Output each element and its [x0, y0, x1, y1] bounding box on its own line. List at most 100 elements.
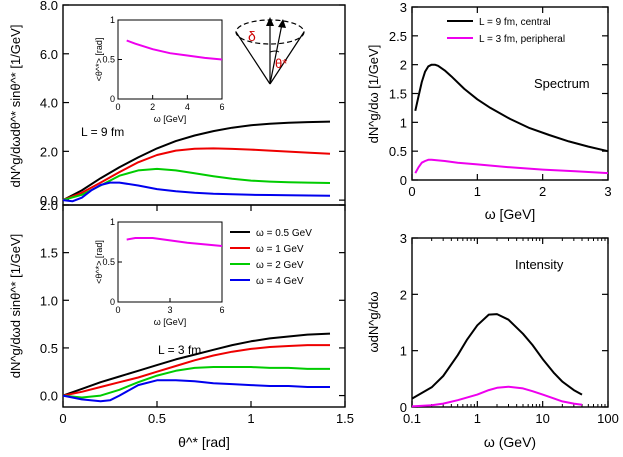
panel-br-annotation: Intensity	[515, 257, 564, 272]
panel-bl-ylabel: dN^g/dωd sinθ^* [1/GeV]	[8, 234, 23, 378]
series-line	[414, 63, 609, 153]
legend-label: ω = 1 GeV	[256, 244, 304, 255]
x-tick-label: 1	[474, 411, 481, 426]
panel-br-series	[411, 313, 583, 408]
inset-ylabel: <θ^*> [rad]	[94, 240, 104, 284]
series-line	[62, 332, 331, 397]
inset-y-tick-label: 0	[110, 94, 115, 104]
panel-br-axis: 0 1 2 3 0.1 1 10 100	[400, 231, 619, 426]
cone-edge-right	[269, 31, 305, 85]
x-tick-label: 1	[247, 411, 254, 426]
panel-tr-axis: 0 0.5 1 1.5 2 2.5 3 0 1 2 3	[389, 0, 612, 199]
panel-tl-series	[62, 120, 331, 203]
legend-label: ω = 0.5 GeV	[256, 228, 312, 239]
legend-label: ω = 4 GeV	[256, 276, 304, 287]
inset-x-tick-label: 6	[219, 305, 224, 315]
panel-tl-inset: 0 2 4 6 0 0.5 1 ω [GeV] <θ^*> [rad]	[94, 15, 225, 124]
cone-diagram: δ θ*	[235, 17, 305, 85]
series-line	[62, 120, 331, 201]
y-tick-label: 1.0	[40, 293, 58, 308]
y-tick-label: 1	[400, 344, 407, 359]
y-tick-label: 0.0	[40, 389, 58, 404]
inset-x-tick-label: 0	[115, 305, 120, 315]
inset-frame	[117, 221, 223, 303]
panel-br: 0 1 2 3 0.1 1 10 100 ωdN^g/dω ω (GeV) Intensity	[366, 231, 619, 450]
panel-bl-annotation: L = 3 fm	[158, 343, 201, 357]
y-tick-label: 0.0	[40, 193, 58, 208]
series-line	[62, 147, 331, 202]
x-tick-label: 0	[59, 411, 66, 426]
cone-edge-left	[235, 31, 271, 85]
panel-tr-ylabel: dN^g/dω [1/GeV]	[366, 45, 381, 144]
x-tick-label: 0.1	[403, 411, 421, 426]
panel-tr-xlabel: ω [GeV]	[485, 206, 536, 222]
legend-label: L = 9 fm, central	[479, 17, 551, 28]
y-tick-label: 4.0	[40, 96, 58, 111]
panel-tr-frame	[411, 6, 609, 181]
series-line	[62, 181, 331, 203]
panel-tl-annotation: L = 9 fm	[81, 125, 124, 139]
y-tick-label: 8.0	[40, 0, 58, 13]
cone-theta-label: θ*	[275, 56, 287, 71]
y-tick-label: 0	[400, 400, 407, 415]
panel-bl-xlabel: θ^* [rad]	[178, 434, 230, 450]
panel-tr-annotation: Spectrum	[534, 76, 590, 91]
y-tick-label: 0	[400, 173, 407, 188]
inset-y-tick-label: 1	[110, 217, 115, 227]
inset-y-tick-label: 1	[110, 15, 115, 25]
y-tick-label: 1.5	[40, 246, 58, 261]
cone-angle-arc	[269, 50, 280, 53]
y-tick-label: 2	[400, 58, 407, 73]
panel-tr-series	[414, 63, 609, 175]
x-tick-label: 100	[597, 411, 619, 426]
x-tick-label: 2	[539, 184, 546, 199]
inset-frame	[117, 19, 223, 100]
panel-bl-frame	[62, 204, 346, 408]
panel-tl: 0.0 2.0 4.0 6.0 8.0 dN^g/dωdθ^* sinθ^* [1/Ge…	[8, 0, 346, 208]
inset-x-tick-label: 2	[150, 102, 155, 112]
panel-tr: 0 0.5 1 1.5 2 2.5 3 0 1 2 3 dN^g/dω [1/GeV] ω [GeV…	[366, 0, 612, 222]
series-line	[414, 158, 609, 175]
inset-xlabel: ω [GeV]	[154, 114, 187, 124]
cone-delta-label: δ	[248, 28, 256, 44]
x-tick-label: 0	[408, 184, 415, 199]
inset-x-tick-label: 4	[185, 102, 190, 112]
series-line	[62, 167, 331, 202]
x-tick-label: 1	[474, 184, 481, 199]
y-tick-label: 2.0	[40, 144, 58, 159]
inset-ylabel: <θ^*> [rad]	[94, 38, 104, 82]
inset-series-line	[126, 237, 223, 247]
cone-direction	[269, 23, 283, 85]
panel-br-xlabel: ω (GeV)	[484, 434, 536, 450]
y-tick-label: 0.5	[40, 341, 58, 356]
y-tick-label: 6.0	[40, 47, 58, 62]
panel-bl-inset: 0 3 6 0 0.5 1 ω [GeV] <θ^*> [rad]	[94, 217, 225, 327]
series-line	[62, 366, 330, 399]
inset-y-tick-label: 0.5	[102, 55, 115, 65]
x-tick-label: 10	[535, 411, 549, 426]
inset-xlabel: ω [GeV]	[154, 317, 187, 327]
cone-direction-arrowhead	[278, 19, 286, 28]
y-tick-label: 3	[400, 0, 407, 15]
series-line	[62, 344, 330, 397]
x-tick-label: 3	[604, 184, 611, 199]
y-tick-label: 2	[400, 287, 407, 302]
y-tick-label: 3	[400, 231, 407, 246]
panel-tl-axis: 0.0 2.0 4.0 6.0 8.0	[40, 0, 345, 208]
panel-bl-series	[62, 332, 331, 403]
legend-label: ω = 2 GeV	[256, 260, 304, 271]
inset-y-tick-label: 0	[110, 297, 115, 307]
y-tick-label: 1	[400, 115, 407, 130]
x-tick-label: 1.5	[336, 411, 354, 426]
cone-axis-arrowhead	[266, 17, 274, 26]
panel-br-frame	[411, 237, 609, 408]
series-line	[62, 379, 330, 403]
panel-tr-legend: L = 9 fm, central L = 3 fm, peripheral	[447, 17, 565, 45]
y-tick-label: 1.5	[389, 87, 407, 102]
inset-x-tick-label: 0	[115, 102, 120, 112]
x-tick-label: 0.5	[148, 411, 166, 426]
panel-tl-ylabel: dN^g/dωdθ^* sinθ^* [1/GeV]	[8, 25, 23, 188]
y-tick-label: 0.5	[389, 144, 407, 159]
legend-label: L = 3 fm, peripheral	[479, 34, 565, 45]
